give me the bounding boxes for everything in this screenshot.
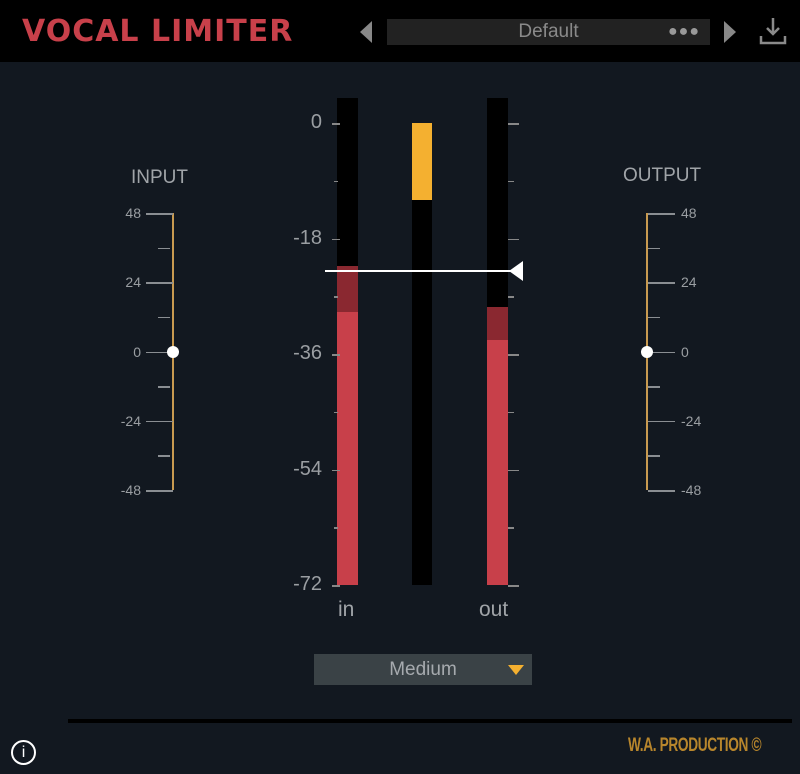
mode-value: Medium (389, 659, 457, 680)
scale-label: -18 (293, 226, 322, 249)
next-preset-arrow-icon[interactable] (724, 21, 736, 43)
scale-tick-right (508, 296, 514, 298)
output-fader-tick (648, 316, 660, 319)
scale-tick-right (508, 469, 519, 471)
input-fader-tick (158, 386, 170, 388)
input-fader-knob[interactable] (167, 345, 179, 358)
scale-tick-right (508, 411, 514, 414)
input-fader-tick-label: 48 (125, 205, 141, 221)
scale-label: 0 (310, 111, 322, 133)
scale-tick-right (508, 238, 519, 240)
output-fader-tick-label: 48 (681, 205, 697, 221)
output-fader-tick (648, 490, 675, 492)
output-fader-tick (648, 282, 675, 284)
scale-tick-right (508, 354, 519, 356)
output-fader-tick-label: 0 (681, 343, 689, 360)
divider (68, 719, 792, 723)
scale-tick-left (332, 238, 340, 240)
preset-menu-dots-icon[interactable]: ●●● (668, 23, 700, 40)
output-fader-tick (648, 386, 660, 388)
output-fader-tick-label: -24 (681, 412, 702, 429)
input-fader-tick (158, 316, 170, 319)
input-meter (337, 98, 358, 585)
output-fader-tick-label: -48 (681, 482, 702, 498)
info-icon[interactable]: i (11, 740, 36, 765)
scale-tick-left (332, 354, 340, 356)
scale-tick-right (508, 123, 519, 125)
threshold-line (325, 269, 515, 272)
gain-reduction-bar (412, 123, 432, 200)
scale-label: -72 (293, 573, 322, 595)
output-fader-tick (648, 247, 660, 250)
output-fader-tick (648, 420, 675, 423)
input-fader-tick-label: -48 (120, 482, 141, 498)
dropdown-arrow-icon (508, 665, 524, 675)
scale-tick-left (334, 296, 338, 298)
output-fader-tick (648, 455, 660, 457)
threshold-handle-icon[interactable] (509, 260, 523, 281)
scale-label: -54 (293, 457, 322, 480)
scale-tick-right (508, 585, 519, 587)
input-fader-tick (146, 420, 173, 423)
scale-tick-left (334, 180, 338, 183)
input-label: INPUT (131, 167, 188, 188)
preset-name: Default (518, 21, 579, 42)
previous-preset-arrow-icon[interactable] (360, 21, 372, 43)
save-download-icon[interactable] (758, 16, 788, 46)
scale-tick-left (332, 123, 340, 125)
input-fader-tick (158, 455, 170, 457)
output-meter (487, 98, 508, 585)
threshold-slider[interactable] (325, 260, 525, 281)
output-fader-tick (648, 351, 675, 353)
out-meter-label: out (479, 598, 509, 621)
input-fader-tick-label: 24 (125, 274, 141, 291)
scale-tick-left (332, 585, 340, 587)
mode-dropdown[interactable]: Medium (314, 654, 532, 685)
app-title: VOCAL LIMITER (22, 14, 294, 49)
input-fader-tick-label: 0 (133, 343, 141, 360)
output-fader-tick (648, 213, 675, 215)
scale-tick-left (334, 527, 338, 529)
gain-reduction-meter (412, 123, 432, 585)
input-fader-tick (146, 490, 173, 492)
output-label: OUTPUT (623, 165, 702, 186)
scale-tick-left (334, 411, 338, 414)
scale-tick-right (508, 527, 514, 529)
brand-logo: W.A. PRODUCTION © (628, 735, 762, 756)
input-fader-tick (146, 351, 173, 353)
input-fader-tick (158, 247, 170, 250)
input-fader-tick (146, 213, 173, 215)
in-meter-label: in (338, 598, 355, 621)
scale-tick-right (508, 180, 514, 183)
scale-tick-left (332, 469, 340, 471)
preset-selector[interactable]: Default ●●● (387, 19, 710, 45)
scale-label: -36 (293, 342, 322, 364)
input-fader-tick-label: -24 (120, 412, 141, 429)
output-fader-tick-label: 24 (681, 274, 697, 291)
output-level-bar (487, 339, 508, 585)
input-fader-tick (146, 282, 173, 284)
output-fader-knob[interactable] (641, 345, 653, 358)
header: VOCAL LIMITER Default ●●● (0, 0, 800, 62)
input-level-bar (337, 311, 358, 585)
